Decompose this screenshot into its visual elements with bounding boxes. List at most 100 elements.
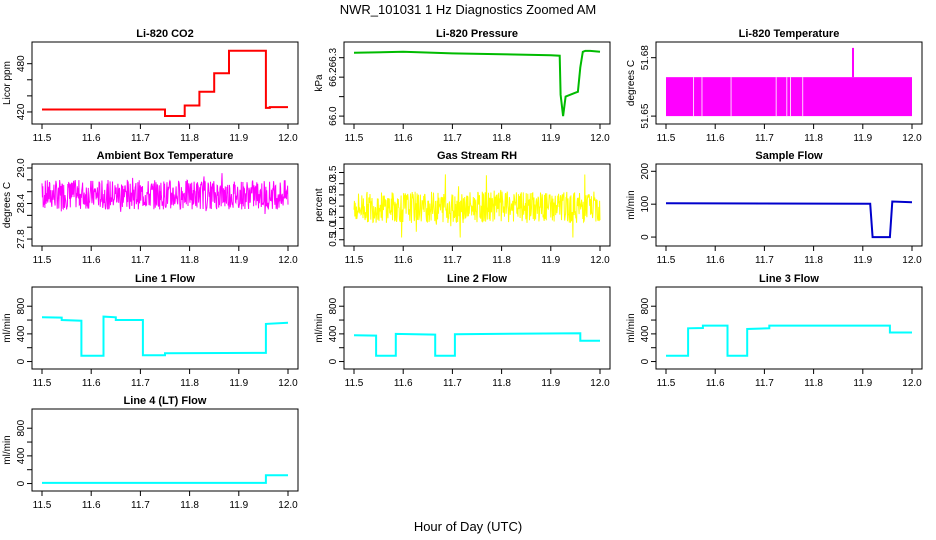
y-axis-label: ml/min — [314, 313, 325, 342]
x-tick-label: 11.8 — [492, 378, 511, 389]
x-tick-label: 11.8 — [180, 378, 199, 389]
y-tick-label: 0 — [16, 358, 27, 364]
x-tick-label: 11.7 — [131, 133, 150, 144]
y-tick-label: 3.0 — [328, 176, 339, 190]
x-tick-label: 12.0 — [278, 378, 298, 389]
x-tick-label: 11.9 — [229, 378, 248, 389]
x-tick-label: 11.6 — [82, 133, 101, 144]
x-tick-label: 12.0 — [902, 133, 922, 144]
x-tick-label: 11.6 — [82, 255, 101, 266]
x-tick-label: 11.8 — [804, 255, 823, 266]
plot-frame — [343, 41, 611, 125]
x-tick-label: 11.6 — [706, 133, 725, 144]
y-tick-label: 0.5 — [328, 232, 339, 246]
series-line — [665, 200, 913, 239]
y-tick-label: 0 — [328, 358, 339, 364]
y-tick-label: 27.8 — [16, 229, 27, 249]
x-tick-label: 11.8 — [492, 255, 511, 266]
x-tick-label: 11.6 — [394, 133, 413, 144]
x-tick-label: 12.0 — [278, 500, 298, 511]
plot-frame — [655, 163, 923, 247]
y-axis-label: ml/min — [626, 190, 637, 219]
x-tick-label: 12.0 — [902, 255, 922, 266]
y-tick-label: 400 — [328, 325, 339, 342]
panel-title: Line 1 Flow — [135, 273, 195, 285]
panel-title: Line 2 Flow — [447, 273, 507, 285]
figure-title: NWR_101031 1 Hz Diagnostics Zoomed AM — [340, 2, 597, 17]
y-tick-label: 800 — [640, 297, 651, 314]
x-tick-label: 11.9 — [853, 378, 872, 389]
plot-frame — [31, 41, 299, 125]
panel-title: Line 3 Flow — [759, 273, 819, 285]
panel-1: Li-820 CO2 11.5 11.6 11.7 11.8 11.9 12.0 420 480… — [2, 28, 299, 144]
x-tick-label: 11.6 — [82, 500, 101, 511]
series-line — [41, 315, 289, 357]
x-tick-label: 11.6 — [394, 378, 413, 389]
x-tick-label: 11.9 — [853, 133, 872, 144]
x-tick-label: 12.0 — [590, 255, 610, 266]
panel-10: Line 4 (LT) Flow 11.5 11.6 11.7 11.8 11.9 12.0… — [2, 395, 299, 511]
y-tick-label: 28.4 — [16, 193, 27, 213]
y-axis-label: ml/min — [626, 313, 637, 342]
y-tick-label: 400 — [16, 447, 27, 464]
plot-frame — [31, 163, 299, 247]
y-axis-label: percent — [314, 188, 325, 222]
x-tick-label: 12.0 — [278, 133, 298, 144]
x-tick-label: 11.7 — [131, 500, 150, 511]
panel-title: Sample Flow — [755, 150, 823, 162]
x-tick-label: 11.8 — [804, 133, 823, 144]
panel-5: Gas Stream RH 11.5 11.6 11.7 11.8 11.9 12.0 0.5… — [314, 150, 611, 266]
x-tick-label: 12.0 — [902, 378, 922, 389]
x-tick-label: 11.9 — [229, 133, 248, 144]
panel-6: Sample Flow 11.5 11.6 11.7 11.8 11.9 12.0 0 100 2… — [626, 150, 923, 266]
x-tick-label: 11.6 — [394, 255, 413, 266]
x-tick-label: 11.6 — [706, 255, 725, 266]
y-tick-label: 400 — [640, 325, 651, 342]
x-tick-label: 11.9 — [229, 500, 248, 511]
series-line — [42, 49, 288, 117]
x-tick-label: 11.5 — [657, 378, 676, 389]
y-axis-label: kPa — [314, 74, 325, 92]
y-tick-label: 800 — [16, 297, 27, 314]
series-line — [353, 49, 601, 117]
panel-title: Li-820 Temperature — [739, 28, 840, 40]
panel-title: Li-820 CO2 — [136, 28, 193, 40]
x-tick-label: 11.7 — [443, 255, 462, 266]
y-tick-label: 3.5 — [328, 165, 339, 179]
x-tick-label: 11.8 — [180, 500, 199, 511]
panel-title: Ambient Box Temperature — [97, 150, 234, 162]
y-tick-label: 66.0 — [328, 106, 339, 126]
x-tick-label: 12.0 — [590, 378, 610, 389]
x-tick-label: 11.5 — [33, 500, 52, 511]
series-band — [666, 77, 912, 117]
y-tick-label: 1.5 — [328, 210, 339, 224]
y-tick-label: 2.0 — [328, 199, 339, 213]
x-tick-label: 11.6 — [82, 378, 101, 389]
series-line — [353, 332, 600, 357]
y-tick-label: 0 — [640, 234, 651, 240]
x-tick-label: 11.7 — [443, 133, 462, 144]
x-tick-label: 11.7 — [755, 133, 774, 144]
x-tick-label: 11.6 — [706, 378, 725, 389]
plot-frame — [31, 286, 299, 370]
x-tick-label: 11.9 — [541, 255, 560, 266]
series-line — [666, 324, 912, 357]
y-tick-label: 400 — [16, 325, 27, 342]
y-tick-label: 2.5 — [328, 188, 339, 202]
x-tick-label: 11.9 — [229, 255, 248, 266]
x-tick-label: 11.8 — [180, 133, 199, 144]
y-tick-label: 51.65 — [640, 103, 651, 128]
panel-3: Li-820 Temperature 11.5 11.6 11.7 11.8 11.9 12… — [626, 28, 923, 144]
y-tick-label: 200 — [640, 163, 651, 180]
y-tick-label: 66.2 — [328, 67, 339, 87]
x-tick-label: 11.5 — [657, 255, 676, 266]
y-tick-label: 800 — [328, 297, 339, 314]
y-axis-label: Licor ppm — [2, 61, 13, 105]
panel-4: Ambient Box Temperature 11.5 11.6 11.7 11.8 1… — [2, 150, 299, 266]
x-tick-label: 12.0 — [278, 255, 298, 266]
y-axis-label: degrees C — [626, 60, 637, 106]
x-tick-label: 11.7 — [755, 378, 774, 389]
x-tick-label: 11.7 — [131, 255, 150, 266]
x-tick-label: 11.7 — [755, 255, 774, 266]
